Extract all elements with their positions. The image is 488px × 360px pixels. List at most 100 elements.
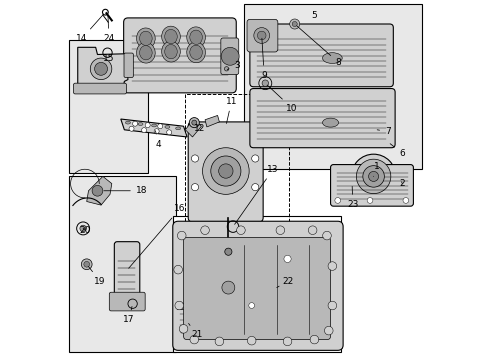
- Bar: [185, 94, 289, 257]
- Bar: [172, 216, 341, 352]
- FancyBboxPatch shape: [249, 24, 392, 87]
- Circle shape: [132, 121, 137, 126]
- Circle shape: [283, 337, 291, 346]
- Circle shape: [366, 198, 372, 203]
- Circle shape: [327, 301, 336, 310]
- Circle shape: [215, 337, 223, 346]
- FancyBboxPatch shape: [246, 19, 277, 52]
- Ellipse shape: [139, 45, 152, 60]
- Ellipse shape: [164, 126, 169, 129]
- Text: 12: 12: [194, 123, 205, 132]
- Circle shape: [210, 156, 241, 186]
- Circle shape: [289, 19, 299, 29]
- Polygon shape: [86, 176, 112, 205]
- FancyBboxPatch shape: [114, 242, 140, 300]
- Circle shape: [189, 118, 199, 128]
- Circle shape: [158, 124, 163, 129]
- Circle shape: [396, 177, 406, 187]
- Text: 1: 1: [373, 162, 379, 176]
- Circle shape: [90, 58, 112, 80]
- Text: 22: 22: [276, 276, 293, 288]
- Circle shape: [257, 31, 265, 40]
- Circle shape: [251, 184, 258, 191]
- Ellipse shape: [125, 121, 130, 124]
- Polygon shape: [204, 116, 219, 127]
- Bar: [69, 40, 147, 173]
- FancyBboxPatch shape: [123, 18, 236, 93]
- Text: 21: 21: [188, 323, 203, 339]
- Text: 23: 23: [346, 186, 358, 209]
- Circle shape: [190, 335, 198, 344]
- Circle shape: [94, 62, 107, 75]
- Circle shape: [174, 265, 182, 274]
- Bar: [179, 307, 198, 338]
- Circle shape: [80, 225, 86, 231]
- Circle shape: [253, 28, 269, 43]
- Ellipse shape: [138, 123, 142, 126]
- Text: 15: 15: [103, 54, 115, 63]
- FancyBboxPatch shape: [73, 83, 126, 94]
- Polygon shape: [121, 119, 187, 137]
- Polygon shape: [185, 119, 201, 137]
- Ellipse shape: [139, 31, 152, 45]
- FancyBboxPatch shape: [249, 89, 394, 148]
- Bar: [177, 303, 200, 309]
- Circle shape: [402, 198, 408, 203]
- Text: 4: 4: [155, 131, 161, 149]
- Bar: [190, 326, 196, 333]
- Circle shape: [292, 22, 297, 27]
- Ellipse shape: [136, 28, 155, 49]
- Circle shape: [308, 226, 316, 234]
- Circle shape: [327, 262, 336, 270]
- Circle shape: [154, 129, 159, 134]
- Ellipse shape: [164, 30, 177, 44]
- Ellipse shape: [322, 118, 338, 127]
- Text: 16: 16: [128, 204, 185, 268]
- Circle shape: [251, 155, 258, 162]
- Ellipse shape: [175, 127, 180, 130]
- Ellipse shape: [186, 42, 205, 63]
- FancyBboxPatch shape: [172, 221, 343, 350]
- Circle shape: [179, 324, 187, 333]
- Ellipse shape: [322, 53, 342, 63]
- Bar: [69, 176, 176, 352]
- Circle shape: [191, 120, 196, 125]
- Text: 13: 13: [234, 165, 278, 224]
- Bar: [181, 326, 187, 333]
- Text: 24: 24: [103, 16, 114, 43]
- Text: 10: 10: [267, 85, 297, 113]
- Text: 14: 14: [76, 14, 103, 43]
- Circle shape: [202, 148, 249, 194]
- Circle shape: [236, 226, 244, 234]
- Ellipse shape: [186, 27, 205, 48]
- Circle shape: [262, 80, 268, 86]
- Text: 18: 18: [103, 186, 147, 195]
- Text: 8: 8: [296, 26, 341, 67]
- Circle shape: [351, 154, 395, 199]
- Circle shape: [284, 255, 290, 262]
- Circle shape: [129, 126, 134, 131]
- Circle shape: [362, 166, 384, 187]
- Circle shape: [221, 47, 239, 65]
- Ellipse shape: [136, 42, 155, 63]
- Circle shape: [142, 128, 146, 133]
- Circle shape: [201, 226, 209, 234]
- Circle shape: [92, 185, 102, 196]
- Circle shape: [334, 198, 340, 203]
- Text: 5: 5: [311, 10, 317, 19]
- Text: 6: 6: [389, 144, 405, 158]
- Circle shape: [247, 336, 255, 345]
- Polygon shape: [78, 47, 128, 91]
- Ellipse shape: [164, 44, 177, 59]
- Circle shape: [145, 123, 150, 128]
- Circle shape: [83, 261, 89, 267]
- Text: 9: 9: [261, 38, 266, 80]
- Ellipse shape: [162, 26, 180, 47]
- FancyBboxPatch shape: [188, 122, 263, 222]
- Circle shape: [224, 248, 231, 255]
- Ellipse shape: [162, 41, 180, 62]
- Text: 7: 7: [376, 127, 390, 136]
- Circle shape: [324, 326, 332, 335]
- FancyBboxPatch shape: [109, 292, 145, 311]
- Circle shape: [322, 231, 330, 240]
